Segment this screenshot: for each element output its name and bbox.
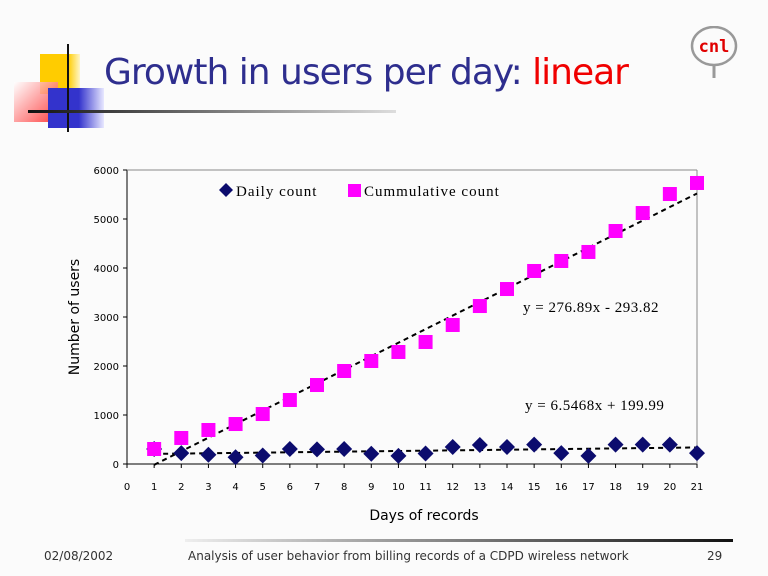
cumulative-point [391,344,406,359]
daily-point [390,447,407,464]
x-tick-label: 0 [124,482,130,493]
daily-point [553,445,570,462]
cumulative-point [364,354,379,369]
x-tick-label: 12 [446,482,459,493]
legend: Daily count Cummulative count [219,183,500,200]
footer-date: 02/08/2002 [44,549,114,563]
cumulative-point [174,430,189,445]
daily-point [580,447,597,464]
trend-equation-daily: y = 6.5468x + 199.99 [525,398,664,414]
cumulative-point [310,378,324,393]
cumulative-point [608,224,623,239]
x-tick-label: 1 [151,482,157,493]
footer-line [185,539,733,542]
y-tick-label: 4000 [94,264,119,275]
y-axis-label: Number of users [67,259,83,375]
daily-point [444,438,461,455]
y-tick-label: 0 [113,460,119,471]
cumulative-point [228,417,243,432]
daily-point [309,441,325,458]
x-tick-label: 9 [368,482,374,493]
cumulative-point [337,363,352,378]
x-tick-label: 15 [528,482,541,493]
cumulative-point [554,253,569,268]
x-tick-label: 5 [260,482,266,493]
daily-point [363,445,380,462]
y-tick-label: 3000 [94,313,119,324]
cnl-logo: cnl [690,26,738,78]
legend-daily-label: Daily count [236,184,317,200]
x-tick-label: 19 [636,482,649,493]
x-tick-label: 3 [205,482,211,493]
cumulative-point [581,244,596,259]
daily-point [607,436,624,453]
decor-blue-square [48,88,104,128]
x-tick-label: 2 [178,482,184,493]
legend-cumulative-label: Cummulative count [364,184,500,200]
trendline-cumulative [153,192,698,466]
daily-point [281,441,298,458]
x-axis-label: Days of records [369,508,478,524]
x-tick-label: 6 [287,482,293,493]
y-tick-label: 2000 [94,362,119,373]
daily-point [499,438,515,455]
daily-point [661,436,678,453]
x-tick-label: 18 [609,482,622,493]
cumulative-point [282,393,297,408]
daily-point [336,441,353,458]
x-tick-label: 21 [691,482,704,493]
legend-diamond-icon [219,183,233,197]
footer-caption: Analysis of user behavior from billing r… [188,549,629,563]
cumulative-point [662,187,677,202]
x-tick-label: 20 [663,482,676,493]
daily-point [689,445,705,462]
legend-square-icon [348,184,361,197]
daily-point [526,436,543,453]
daily-point [227,449,244,466]
daily-point [634,436,651,453]
title-underline [28,110,396,113]
x-tick-label: 8 [341,482,347,493]
y-tick-label: 1000 [94,411,119,422]
daily-point [471,436,488,453]
decor-vertical-line [67,44,69,132]
y-tick-label: 6000 [94,166,119,177]
title-highlight: linear [532,52,629,93]
svg-text:cnl: cnl [699,37,730,57]
x-tick-label: 11 [419,482,432,493]
x-tick-label: 14 [501,482,514,493]
daily-point [200,446,217,463]
cumulative-point [690,175,704,190]
x-tick-label: 16 [555,482,568,493]
daily-point [254,447,271,464]
cumulative-point [635,206,650,221]
x-tick-label: 13 [473,482,486,493]
cumulative-point [445,317,460,332]
y-tick-label: 5000 [94,215,119,226]
cumulative-point [472,299,487,314]
cumulative-point [147,442,162,457]
trend-equation-cumulative: y = 276.89x - 293.82 [523,300,659,316]
slide-title: Growth in users per day: linear [104,52,629,93]
x-tick-label: 10 [392,482,405,493]
cumulative-point [418,334,433,349]
footer-page-number: 29 [707,549,723,563]
daily-point [173,445,190,462]
x-tick-label: 4 [232,482,238,493]
cumulative-point [201,422,216,437]
x-tick-label: 17 [582,482,595,493]
daily-point [417,445,434,462]
cumulative-point [255,407,270,422]
x-tick-label: 7 [314,482,320,493]
cumulative-point [500,282,514,297]
cumulative-point [527,263,542,278]
